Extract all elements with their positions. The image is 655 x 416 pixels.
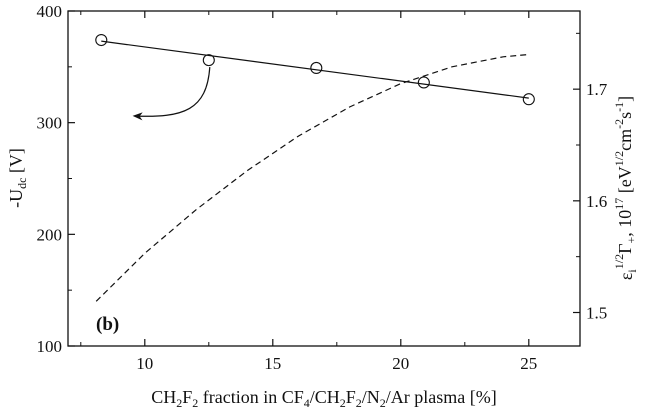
axis-label-part: cm — [615, 129, 635, 151]
axis-label-part: 2 — [356, 396, 362, 410]
left-axis-ticks: 100 200 300 400 — [37, 2, 75, 356]
data-point — [202, 54, 215, 67]
axis-label-part: fraction in CF — [198, 387, 304, 407]
axis-label-part: 17 — [612, 198, 626, 210]
axis-label-part: 4 — [304, 396, 310, 410]
right-axis-ticks: 1.5 1.6 1.7 — [573, 32, 608, 323]
series-group — [95, 33, 535, 302]
plot-frame — [67, 10, 581, 347]
axis-label-part: ε — [616, 272, 636, 280]
axis-label-part: /N — [362, 387, 380, 407]
axis-label-part: 2 — [340, 396, 346, 410]
axis-label-part: 1/2 — [612, 254, 626, 269]
right-tick-label: 1.6 — [586, 192, 607, 211]
right-axis-label: εi1/2Γ+, 1017 [eV1/2cm-2s-1] — [612, 96, 639, 280]
axis-label-part: F — [346, 387, 356, 407]
data-point — [522, 93, 535, 106]
fit-line — [101, 40, 529, 99]
axis-label-part: i — [625, 269, 639, 273]
axis-indicator-arrow — [132, 67, 211, 121]
axis-label-part: 2 — [176, 396, 182, 410]
x-tick-label: 25 — [520, 354, 537, 373]
axis-label-part: CH — [151, 387, 176, 407]
dashed-series-line — [95, 53, 529, 302]
axis-label-part: s — [615, 112, 635, 119]
left-tick-label: 200 — [37, 225, 63, 244]
data-point — [310, 61, 323, 74]
axis-label-part: + — [624, 236, 638, 243]
axis-label-part: dc — [15, 178, 29, 189]
axis-label-part: /CH — [310, 387, 340, 407]
x-axis-label: CH2F2 fraction in CF4/CH2F2/N2/Ar plasma… — [151, 387, 497, 410]
x-axis-ticks: 10 15 20 25 — [80, 11, 537, 373]
axis-label-part: -U — [6, 189, 26, 208]
axis-label-part: -2 — [612, 119, 626, 129]
axis-label-part: 2 — [380, 396, 386, 410]
left-axis-label: -Udc [V] — [6, 148, 29, 208]
right-tick-label: 1.7 — [586, 80, 608, 99]
x-tick-label: 15 — [264, 354, 281, 373]
data-point — [95, 33, 108, 47]
axis-label-part: F — [182, 387, 192, 407]
axis-label-part: 1/2 — [612, 151, 626, 166]
axis-label-part: , 10 — [615, 210, 635, 237]
x-tick-label: 10 — [136, 354, 153, 373]
axis-label-part: 2 — [192, 396, 198, 410]
axis-label-part: [V] — [6, 148, 26, 178]
axis-label-part: -1 — [612, 102, 626, 112]
axis-label-part: Γ — [615, 243, 635, 253]
axis-label-part: ] — [615, 96, 635, 102]
panel-label: (b) — [96, 314, 119, 335]
data-point — [417, 76, 430, 89]
left-tick-label: 100 — [37, 337, 63, 356]
axis-label-part: [eV — [615, 166, 635, 197]
x-tick-label: 20 — [392, 354, 409, 373]
axis-label-part: /Ar plasma [%] — [386, 387, 497, 407]
left-tick-label: 300 — [37, 114, 63, 133]
left-tick-label: 400 — [37, 2, 63, 21]
right-tick-label: 1.5 — [586, 304, 607, 323]
